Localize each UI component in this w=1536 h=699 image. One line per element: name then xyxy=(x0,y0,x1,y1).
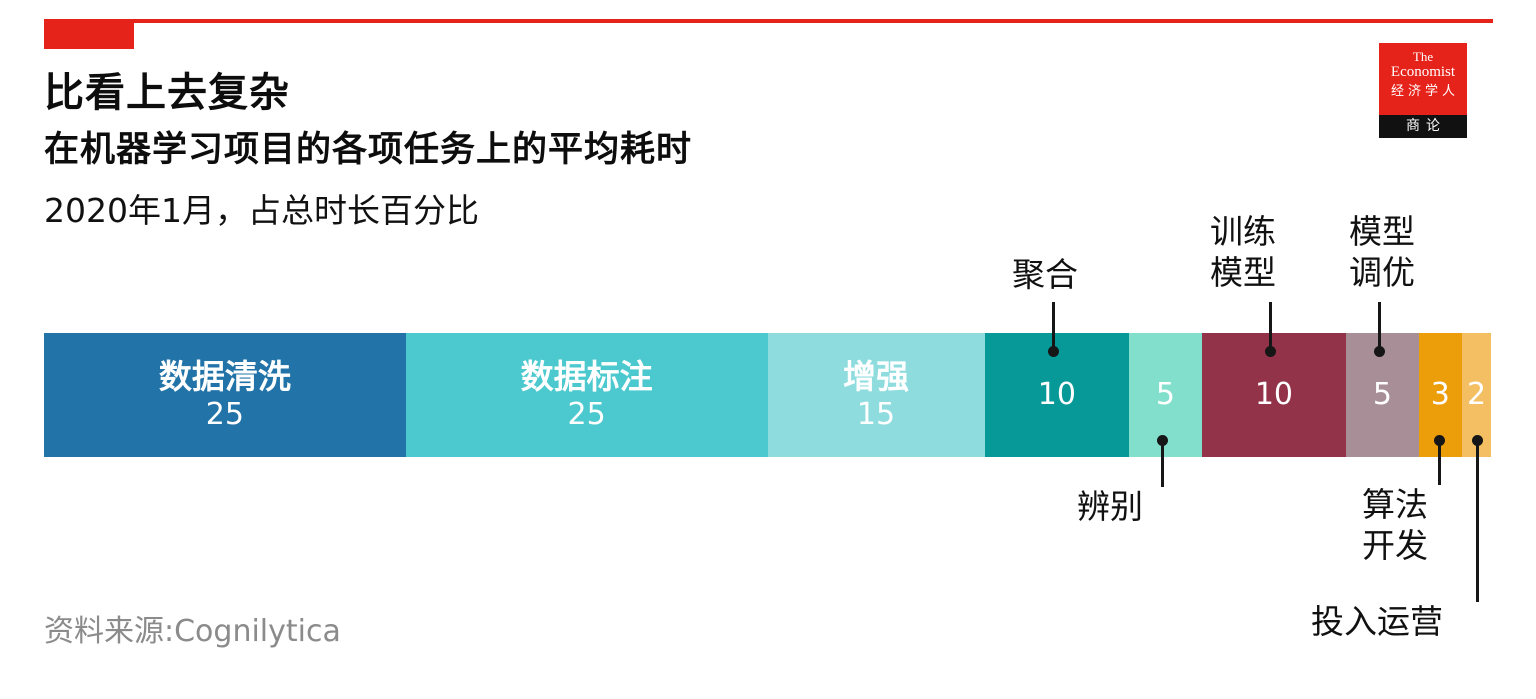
segment-label: 增强 xyxy=(843,357,910,396)
bar-segment-data-labeling: 数据标注 25 xyxy=(405,333,768,457)
callout-line-operationalization xyxy=(1476,443,1479,602)
callout-line-model-tuning xyxy=(1378,302,1381,351)
callout-line-model-training xyxy=(1269,302,1272,351)
source-note: 资料来源:Cognilytica xyxy=(44,614,341,649)
chart-subtitle: 在机器学习项目的各项任务上的平均耗时 xyxy=(44,130,693,170)
segment-value: 25 xyxy=(205,397,244,432)
callout-dot-model-training xyxy=(1265,346,1276,357)
callout-label-operationalization: 投入运营 xyxy=(1311,602,1443,641)
economist-logo-red-box: The Economist 经济学人 xyxy=(1379,43,1467,115)
callout-label-model-training: 训练模型 xyxy=(1210,212,1276,292)
logo-text-the: The xyxy=(1412,49,1434,64)
segment-label: 数据标注 xyxy=(520,357,653,396)
callout-dot-aggregation xyxy=(1048,346,1059,357)
logo-text-edition: 商论 xyxy=(1379,115,1467,138)
segment-value: 3 xyxy=(1430,377,1450,412)
bar-segment-data-cleaning: 数据清洗 25 xyxy=(44,333,406,457)
callout-line-algorithm-dev xyxy=(1438,443,1441,485)
segment-label: 数据清洗 xyxy=(158,357,291,396)
segment-value: 5 xyxy=(1155,377,1175,412)
segment-value: 10 xyxy=(1037,377,1076,412)
callout-dot-identification xyxy=(1157,435,1168,446)
segment-value: 2 xyxy=(1466,377,1487,412)
bar-segment-augmentation: 增强 15 xyxy=(767,333,985,457)
callout-line-identification xyxy=(1161,443,1164,487)
logo-text-economist: Economist xyxy=(1390,64,1456,80)
red-accent-line xyxy=(44,19,1493,23)
economist-logo: The Economist 经济学人 商论 xyxy=(1379,43,1467,138)
chart-period-note: 2020年1月，占总时长百分比 xyxy=(44,191,479,230)
segment-value: 5 xyxy=(1372,377,1392,412)
page-title: 比看上去复杂 xyxy=(44,70,290,116)
segment-value: 10 xyxy=(1254,377,1294,412)
callout-label-identification: 辨别 xyxy=(1077,487,1143,526)
callout-label-model-tuning: 模型调优 xyxy=(1349,212,1415,292)
callout-line-aggregation xyxy=(1052,302,1055,351)
segment-value: 15 xyxy=(856,397,896,432)
callout-dot-algorithm-dev xyxy=(1434,435,1445,446)
logo-text-chinese: 经济学人 xyxy=(1390,84,1459,99)
callout-dot-model-tuning xyxy=(1374,346,1385,357)
callout-label-algorithm-dev: 算法开发 xyxy=(1362,485,1428,565)
callout-dot-operationalization xyxy=(1472,435,1483,446)
red-accent-block xyxy=(44,19,134,49)
callout-label-aggregation: 聚合 xyxy=(1012,255,1078,294)
segment-value: 25 xyxy=(567,397,606,432)
